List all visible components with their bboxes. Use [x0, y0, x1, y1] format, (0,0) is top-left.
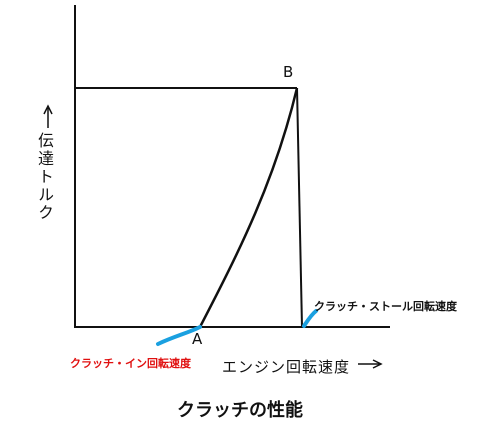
clutch-stall-marker [302, 309, 318, 328]
torque-curve [198, 87, 299, 328]
y-axis-label: 伝達トルク [35, 132, 54, 222]
clutch-stall-label: クラッチ・ストール回転速度 [314, 300, 457, 313]
x-arrow-head [372, 359, 383, 369]
title: クラッチの性能 [177, 400, 303, 421]
y-arrow-head [43, 104, 53, 115]
clutch-in-label: クラッチ・イン回転速度 [70, 357, 191, 370]
point-b-label: B [283, 63, 294, 81]
x-axis-label: エンジン回転速度 [222, 358, 351, 376]
clutch-in-marker [156, 325, 202, 346]
stall-line [296, 87, 303, 328]
point-a-label: A [192, 330, 203, 348]
